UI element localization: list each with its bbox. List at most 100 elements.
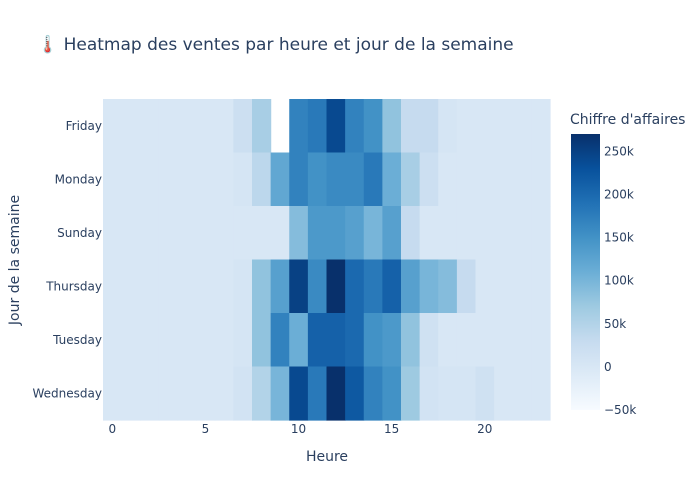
x-axis-label: Heure [306, 449, 348, 465]
heatmap-cell [121, 366, 141, 421]
heatmap-cell [140, 99, 160, 154]
heatmap-cell [475, 206, 495, 261]
heatmap-cell [307, 152, 328, 207]
heatmap-cell [214, 313, 234, 368]
heatmap-cell [233, 313, 253, 368]
heatmap-cell [326, 206, 346, 261]
heatmap-cell [494, 152, 514, 207]
heatmap-cell [494, 206, 514, 261]
colorbar-tick-label: 200k [604, 187, 634, 201]
heatmap-cell [494, 99, 514, 154]
heatmap-cell [382, 152, 402, 207]
colorbar [571, 134, 600, 410]
heatmap-cell [475, 259, 495, 314]
heatmap-cell [419, 259, 439, 314]
heatmap-cell [382, 259, 402, 314]
heatmap-cell [196, 99, 216, 154]
heatmap-cell [307, 259, 328, 314]
heatmap-cell [456, 259, 477, 314]
x-tick-label: 10 [291, 422, 306, 436]
heatmap-cell [307, 206, 328, 261]
heatmap-cell [158, 206, 179, 261]
heatmap-cell [438, 366, 458, 421]
heatmap-cell [531, 206, 551, 261]
heatmap-cell [494, 313, 514, 368]
heatmap-cell [531, 366, 551, 421]
heatmap-cell [363, 313, 383, 368]
heatmap-cell [158, 366, 179, 421]
colorbar-ticks: −50k 0 50k 100k 150k 200k 250k [604, 144, 636, 417]
heatmap-cell [531, 152, 551, 207]
heatmap-cell [158, 99, 179, 154]
heatmap-cell [475, 152, 495, 207]
heatmap-cell [363, 206, 383, 261]
y-tick-label: Friday [66, 119, 102, 133]
heatmap-cell [363, 152, 383, 207]
heatmap-cell [196, 259, 216, 314]
heatmap-cell [289, 313, 309, 368]
heatmap-cell [252, 152, 272, 207]
heatmap-cell [177, 366, 197, 421]
heatmap-cell [103, 366, 123, 421]
heatmap-cell [103, 152, 123, 207]
heatmap-cell [252, 366, 272, 421]
heatmap-cell [456, 366, 477, 421]
heatmap-cell [456, 99, 477, 154]
heatmap-cell [363, 259, 383, 314]
x-tick-label: 5 [202, 422, 210, 436]
heatmap-cell [401, 259, 421, 314]
heatmap-cell [233, 366, 253, 421]
heatmap-cell [289, 366, 309, 421]
heatmap-cell [233, 99, 253, 154]
heatmap-cell [345, 259, 365, 314]
heatmap-cell [307, 99, 328, 154]
heatmap-cell [140, 313, 160, 368]
heatmap-cell [531, 259, 551, 314]
heatmap-cell [401, 366, 421, 421]
heatmap-cell [419, 366, 439, 421]
y-tick-label: Thursday [45, 279, 102, 293]
heatmap-cell [196, 206, 216, 261]
x-tick-label: 20 [477, 422, 492, 436]
heatmap-cell [214, 366, 234, 421]
heatmap-cell [140, 366, 160, 421]
heatmap-cell [177, 206, 197, 261]
heatmap-cell [326, 366, 346, 421]
heatmap-cell [158, 313, 179, 368]
y-axis-label: Jour de la semaine [7, 195, 23, 326]
heatmap-cell [214, 259, 234, 314]
heatmap-cell [103, 206, 123, 261]
heatmap-cell [475, 313, 495, 368]
heatmap-cell [401, 99, 421, 154]
heatmap-cell [177, 259, 197, 314]
colorbar-tick-label: 150k [604, 231, 634, 245]
heatmap-cell [345, 152, 365, 207]
heatmap-cell [233, 152, 253, 207]
heatmap-cell [289, 206, 309, 261]
y-axis-ticks: Friday Monday Sunday Thursday Tuesday Wednesd… [33, 119, 102, 401]
heatmap-cell [214, 99, 234, 154]
heatmap-cell [512, 206, 532, 261]
heatmap-cell [252, 206, 272, 261]
heatmap-cell [158, 259, 179, 314]
heatmap-cell [289, 99, 309, 154]
colorbar-tick-label: 250k [604, 144, 634, 158]
heatmap-cell [158, 152, 179, 207]
heatmap-cell [270, 366, 290, 421]
y-tick-label: Monday [55, 172, 102, 186]
chart-title: 🌡️ Heatmap des ventes par heure et jour … [37, 34, 514, 55]
heatmap-cell [121, 99, 141, 154]
heatmap-cell [270, 206, 290, 261]
heatmap-cell [103, 259, 123, 314]
heatmap-cell [401, 152, 421, 207]
heatmap-cell [252, 313, 272, 368]
heatmap-cell [307, 366, 328, 421]
y-tick-label: Sunday [57, 226, 102, 240]
heatmap-cell [345, 366, 365, 421]
heatmap-cell [382, 313, 402, 368]
heatmap-cell [531, 313, 551, 368]
heatmap-cell [233, 259, 253, 314]
colorbar-tick-label: 50k [604, 317, 626, 331]
heatmap-cell [214, 152, 234, 207]
